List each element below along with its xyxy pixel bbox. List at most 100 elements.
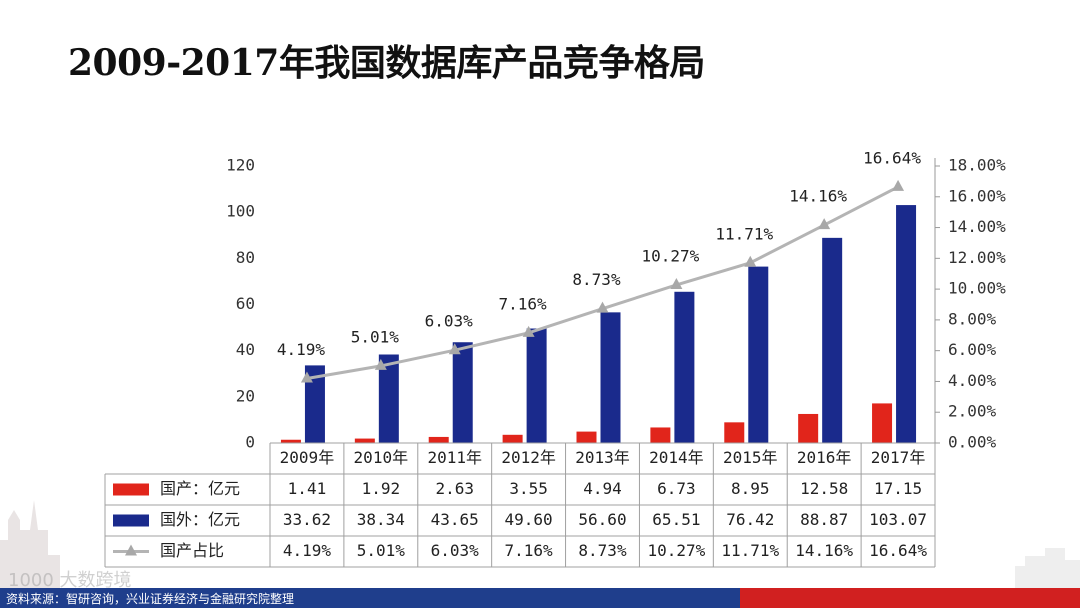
table-cell: 76.42 [726,510,774,529]
legend-domestic-marker [113,483,149,496]
table-cell: 43.65 [431,510,479,529]
table-cell: 33.62 [283,510,331,529]
y-right-tick-label: 14.00% [948,217,1006,236]
y-right-tick-label: 10.00% [948,279,1006,298]
share-data-label: 4.19% [277,340,326,359]
table-cell: 12.58 [800,479,848,498]
y-left-tick-label: 80 [236,248,255,267]
share-point-marker [522,325,535,337]
bar-domestic [872,403,893,443]
share-data-label: 6.03% [425,312,474,331]
share-point-marker [300,371,313,383]
watermark: 1000 大数跨境 [8,570,132,591]
share-data-label: 8.73% [572,270,621,289]
share-point-marker [818,218,831,230]
y-left-tick-label: 60 [236,294,255,313]
bar-domestic [428,436,449,443]
y-left-tick-label: 20 [236,386,255,405]
y-right-tick-label: 12.00% [948,248,1006,267]
share-point-marker [374,358,387,370]
table-cell: 65.51 [652,510,700,529]
y-left-tick-label: 0 [245,433,255,452]
table-cell: 103.07 [869,510,927,529]
share-point-marker [670,277,683,289]
table-cell: 4.19% [283,541,332,560]
table-cell: 16.64% [869,541,927,560]
category-label: 2013年 [575,448,630,467]
share-point-marker [892,179,905,191]
y-left-tick-label: 120 [226,156,255,175]
table-cell: 56.60 [578,510,626,529]
table-cell: 11.71% [721,541,779,560]
share-data-label: 11.71% [715,224,773,243]
legend-foreign-marker [113,514,149,527]
table-cell: 1.41 [288,479,327,498]
table-cell: 3.55 [509,479,548,498]
bar-foreign [452,342,473,443]
y-left-tick-label: 100 [226,202,255,221]
y-right-tick-label: 16.00% [948,186,1006,205]
footer-bar-blue [0,588,740,608]
bar-domestic [650,427,671,443]
y-right-tick-label: 2.00% [948,402,997,421]
category-label: 2009年 [280,448,335,467]
bar-foreign [304,365,325,443]
share-point-marker [448,343,461,355]
share-data-label: 5.01% [351,327,400,346]
table-cell: 38.34 [357,510,405,529]
table-cell: 49.60 [505,510,553,529]
y-right-tick-label: 6.00% [948,340,997,359]
share-point-marker [744,255,757,267]
bar-domestic [798,413,819,443]
table-cell: 6.03% [431,541,480,560]
source-note: 资料来源：智研咨询，兴业证券经济与金融研究院整理 [6,592,295,606]
table-cell: 4.94 [583,479,622,498]
legend-domestic-label: 国产：亿元 [160,479,240,498]
bar-domestic [724,422,745,443]
category-label: 2011年 [427,448,482,467]
y-right-tick-label: 8.00% [948,309,997,328]
table-cell: 2.63 [435,479,474,498]
bar-domestic [502,434,523,443]
share-data-label: 16.64% [863,148,921,167]
building-silhouette-right-icon [1015,548,1080,588]
bar-foreign [600,312,621,443]
bar-foreign [378,354,399,443]
legend-share-marker-point [125,544,137,556]
bar-foreign [748,266,769,443]
footer-bar-red [740,588,1080,608]
bar-domestic [576,431,597,443]
bar-domestic [354,438,375,443]
table-cell: 10.27% [647,541,705,560]
table-cell: 8.95 [731,479,770,498]
table-cell: 1.92 [362,479,401,498]
category-label: 2017年 [871,448,926,467]
table-cell: 88.87 [800,510,848,529]
table-cell: 7.16% [505,541,554,560]
y-right-tick-label: 4.00% [948,371,997,390]
share-point-marker [596,301,609,313]
y-left-tick-label: 40 [236,340,255,359]
table-cell: 8.73% [578,541,627,560]
category-label: 2015年 [723,448,778,467]
table-cell: 6.73 [657,479,696,498]
share-data-label: 7.16% [499,294,548,313]
bar-foreign [896,205,917,443]
category-label: 2010年 [354,448,409,467]
y-right-tick-label: 18.00% [948,156,1006,175]
category-label: 2014年 [649,448,704,467]
share-data-label: 10.27% [641,246,699,265]
bar-foreign [526,328,547,443]
category-label: 2012年 [501,448,556,467]
building-silhouette-left-icon [0,500,60,588]
page-title: 2009-2017年我国数据库产品竞争格局 [68,42,705,84]
bar-foreign [674,291,695,443]
table-cell: 17.15 [874,479,922,498]
table-cell: 5.01% [357,541,406,560]
category-label: 2016年 [797,448,852,467]
share-data-label: 14.16% [789,187,847,206]
table-cell: 14.16% [795,541,853,560]
bar-foreign [822,237,843,443]
legend-foreign-label: 国外：亿元 [160,510,240,529]
